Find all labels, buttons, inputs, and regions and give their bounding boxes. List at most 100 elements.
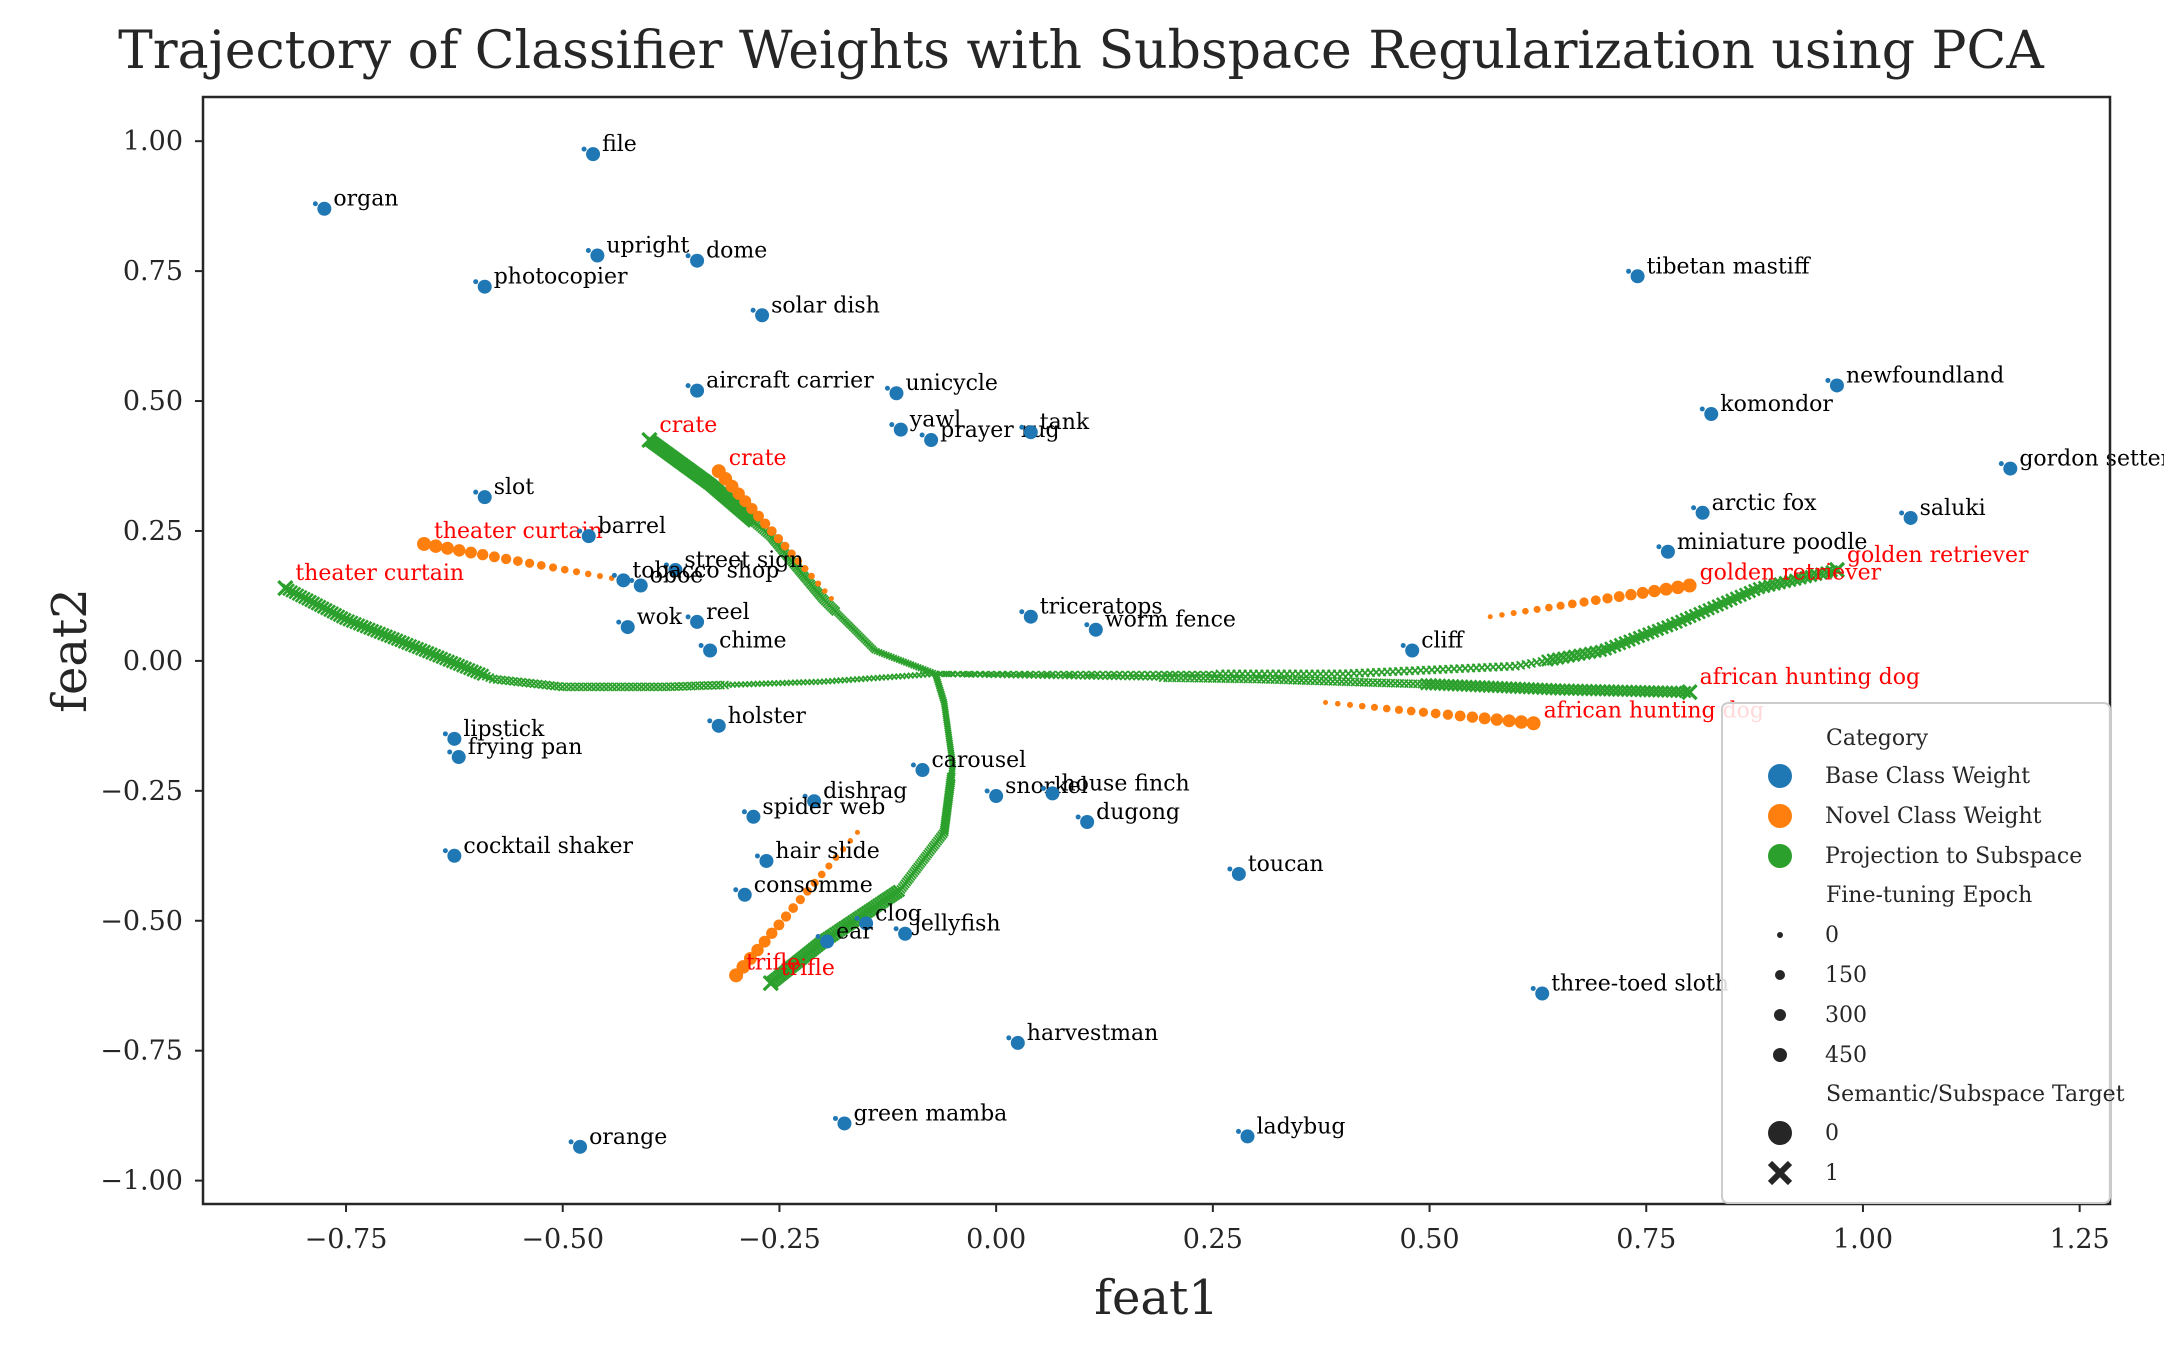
projection-label: african hunting dog: [1700, 665, 1920, 690]
base-label: slot: [494, 475, 535, 500]
base-label: newfoundland: [1846, 363, 2004, 388]
novel-marker: [1442, 709, 1454, 720]
base-marker: [1023, 609, 1038, 624]
base-marker-start: [1691, 505, 1697, 511]
projection-marker: [632, 682, 642, 692]
base-label: gordon setter: [2019, 447, 2164, 472]
novel-trajectory-crate: crate: [711, 446, 834, 602]
base-point-dishrag: dishrag: [802, 779, 907, 809]
base-marker-start: [893, 926, 899, 932]
base-marker: [889, 386, 904, 401]
projection-marker: [570, 682, 580, 692]
base-marker-start: [1006, 1035, 1012, 1041]
base-point-street-sign: street sign: [663, 548, 804, 577]
base-label: reel: [706, 600, 750, 625]
base-point-aircraft-carrier: aircraft carrier: [685, 369, 874, 398]
projection-marker: [1211, 670, 1218, 678]
novel-marker: [1394, 705, 1404, 714]
base-marker: [1704, 407, 1719, 422]
base-point-holster: holster: [707, 704, 806, 733]
base-label: worm fence: [1105, 608, 1236, 633]
base-marker-start: [442, 848, 448, 854]
base-marker: [1630, 269, 1645, 284]
novel-marker: [1613, 591, 1625, 602]
projection-marker: [442, 654, 456, 668]
projection-label: trifle: [781, 956, 835, 981]
base-label: ear: [836, 920, 873, 945]
novel-marker: [1370, 703, 1379, 711]
novel-marker: [1682, 578, 1697, 593]
base-marker-start: [1019, 609, 1025, 615]
projection-marker: [620, 682, 630, 692]
y-axis-label: feat2: [42, 588, 98, 713]
projection-marker: [452, 658, 466, 672]
novel-marker: [1671, 580, 1685, 595]
base-point-barrel: barrel: [577, 514, 666, 544]
x-tick-label: −0.50: [521, 1224, 604, 1255]
base-point-arctic-fox: arctic fox: [1691, 491, 1817, 520]
base-marker: [451, 750, 466, 765]
novel-marker: [1590, 595, 1601, 606]
base-label: orange: [589, 1125, 667, 1150]
novel-marker: [560, 565, 569, 574]
base-marker-start: [1075, 814, 1081, 820]
projection-marker: [366, 623, 380, 637]
base-marker: [703, 643, 718, 658]
projection-marker: [611, 682, 622, 692]
legend-label-category: Novel Class Weight: [1825, 804, 2042, 829]
base-marker: [690, 253, 705, 268]
novel-marker: [825, 862, 833, 870]
base-point-spider-web: spider web: [741, 795, 885, 824]
projection-marker: [562, 682, 572, 692]
base-point-solar-dish: solar dish: [750, 293, 880, 323]
y-tick-label: −0.25: [100, 776, 183, 807]
projection-marker: [376, 627, 390, 641]
legend-box: [1721, 702, 2111, 1204]
novel-marker: [739, 495, 752, 508]
novel-marker: [1648, 584, 1661, 598]
novel-trajectory-african-hunting-dog: african hunting dog: [1323, 698, 1764, 731]
novel-label: trifle: [746, 950, 800, 975]
legend-marker-category: [1768, 764, 1792, 788]
novel-marker: [500, 553, 512, 565]
base-label: tobacco shop: [632, 558, 779, 583]
base-marker: [690, 383, 705, 398]
base-marker: [893, 422, 908, 437]
novel-marker: [1418, 707, 1429, 717]
base-marker: [1660, 544, 1675, 559]
base-label: organ: [333, 187, 398, 212]
legend-marker-category: [1768, 804, 1792, 828]
novel-marker: [840, 846, 847, 853]
projection-marker: [455, 659, 469, 673]
legend-label-epoch: 150: [1825, 963, 1867, 988]
base-point-oboe: oboe: [629, 564, 703, 593]
base-point-tobacco-shop: tobacco shop: [611, 558, 779, 588]
novel-marker: [1556, 601, 1565, 610]
base-point-green-mamba: green mamba: [832, 1101, 1007, 1131]
chart-title: Trajectory of Classifier Weights with Su…: [118, 21, 2045, 81]
novel-marker: [828, 596, 834, 602]
base-marker: [759, 853, 774, 868]
projection-trajectory-theater-curtain: theater curtain: [277, 561, 939, 692]
base-marker: [1829, 378, 1844, 393]
base-point-saluki: saluki: [1899, 496, 1986, 525]
projection-marker: [459, 661, 473, 675]
novel-marker: [1545, 603, 1553, 612]
base-label: wok: [637, 605, 683, 630]
novel-label: golden retriever: [1700, 561, 1882, 586]
novel-marker: [441, 541, 454, 555]
projection-marker: [362, 622, 376, 636]
base-point-dome: dome: [685, 239, 767, 268]
projection-marker: [641, 682, 651, 692]
novel-marker: [1502, 714, 1516, 728]
novel-marker: [1567, 599, 1577, 609]
projection-marker: [578, 682, 588, 692]
base-marker-start: [754, 853, 760, 859]
projection-marker: [657, 682, 667, 692]
base-marker-start: [1084, 622, 1090, 628]
base-label: holster: [728, 704, 807, 729]
base-point-tank: tank: [1019, 410, 1090, 440]
legend-label-epoch: 300: [1825, 1003, 1867, 1028]
projection-marker: [401, 637, 414, 651]
x-tick-label: −0.75: [305, 1224, 388, 1255]
